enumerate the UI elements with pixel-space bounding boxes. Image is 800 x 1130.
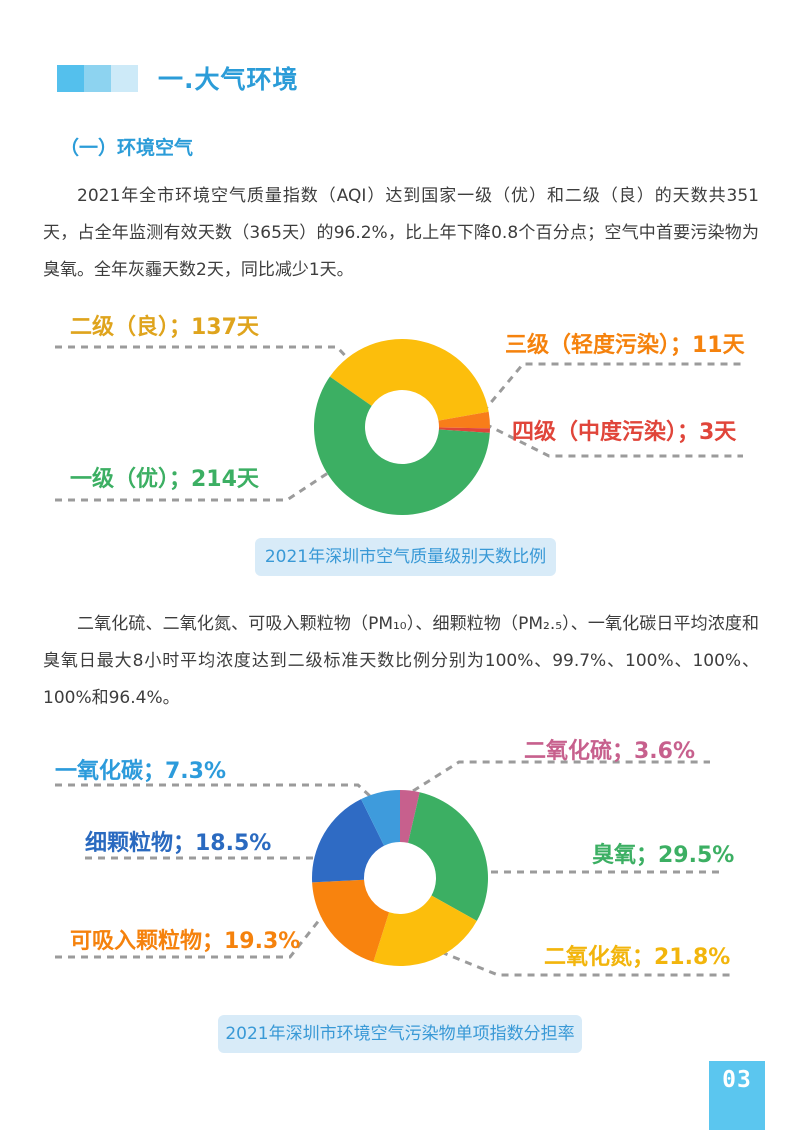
chart-label-so2: 二氧化硫；3.6%: [524, 739, 696, 764]
donut-slice: [400, 790, 420, 843]
page-number-badge: 03: [709, 1061, 765, 1130]
page-title: 一.大气环境: [158, 65, 299, 94]
chart-label-pm10: 可吸入颗粒物；19.3%: [70, 929, 301, 954]
chart-label-level3: 三级（轻度污染）；11天: [505, 333, 745, 358]
chart-caption-air-quality: 2021年深圳市空气质量级别天数比例: [255, 538, 556, 576]
donut-slice: [438, 427, 490, 433]
chart-pollutant-share: 二氧化硫；3.6% 臭氧；29.5% 二氧化氮；21.8% 可吸入颗粒物；19.…: [0, 730, 800, 1012]
chart-label-pm25: 细颗粒物；18.5%: [85, 831, 272, 856]
leader-line-level3: [481, 362, 746, 413]
leader-line-level4: [484, 422, 743, 458]
square-mid-icon: [84, 64, 111, 92]
leader-line-co: [55, 783, 373, 799]
donut-slice: [438, 411, 491, 429]
donut-slice: [312, 879, 390, 962]
body-paragraph-pollutants: 二氧化硫、二氧化氮、可吸入颗粒物（PM₁₀）、细颗粒物（PM₂.₅）、一氧化碳日…: [43, 614, 759, 708]
section-heading: （一）环境空气: [60, 137, 194, 159]
chart-label-co: 一氧化碳；7.3%: [55, 759, 227, 784]
donut-slice: [408, 792, 489, 921]
header-squares-icon: [57, 64, 138, 92]
donut-segments-pollutants: [311, 790, 489, 966]
donut-slice: [361, 790, 400, 846]
chart-label-level4: 四级（中度污染）；3天: [512, 420, 737, 445]
chart-caption-pollutants: 2021年深圳市环境空气污染物单项指数分担率: [218, 1015, 582, 1053]
donut-chart-air-quality-days: [55, 339, 746, 516]
chart-air-quality-days: 二级（良）；137天 三级（轻度污染）；11天 四级（中度污染）；3天 一级（优…: [0, 300, 800, 535]
leader-line-level2: [55, 345, 355, 366]
chart-label-o3: 臭氧；29.5%: [592, 843, 735, 868]
square-dark-icon: [57, 64, 84, 92]
leader-line-pm10: [55, 913, 326, 959]
donut-slice: [311, 799, 385, 883]
chart-label-level1: 一级（优）；214天: [70, 467, 259, 492]
square-light-icon: [111, 64, 138, 92]
donut-slice: [329, 339, 489, 421]
leader-line-so2: [412, 760, 710, 793]
donut-slice: [373, 895, 477, 966]
chart-label-level2: 二级（良）；137天: [70, 315, 259, 340]
donut-slice: [313, 376, 490, 516]
chart-label-no2: 二氧化氮；21.8%: [544, 945, 731, 970]
body-paragraph-aqi: 2021年全市环境空气质量指数（AQI）达到国家一级（优）和二级（良）的天数共3…: [43, 186, 759, 280]
donut-segments-air-quality: [313, 339, 491, 516]
donut-chart-pollutant-share: [55, 760, 731, 977]
page-header: 一.大气环境: [57, 60, 299, 96]
